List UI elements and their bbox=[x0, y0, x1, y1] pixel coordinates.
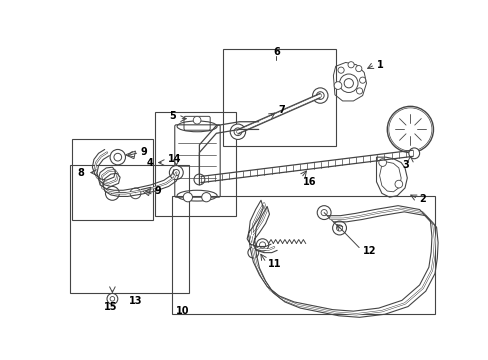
Text: 10: 10 bbox=[176, 306, 189, 316]
Circle shape bbox=[230, 124, 245, 139]
Circle shape bbox=[356, 88, 362, 94]
Circle shape bbox=[193, 116, 201, 124]
Bar bbox=[222, 49, 335, 145]
Text: 6: 6 bbox=[272, 48, 279, 58]
Bar bbox=[70, 165, 189, 293]
Circle shape bbox=[256, 239, 268, 251]
Circle shape bbox=[183, 193, 192, 202]
Text: 9: 9 bbox=[154, 186, 161, 196]
Circle shape bbox=[259, 242, 265, 248]
Circle shape bbox=[107, 293, 118, 304]
Circle shape bbox=[347, 62, 353, 68]
Text: 11: 11 bbox=[267, 259, 281, 269]
Circle shape bbox=[321, 210, 326, 216]
Circle shape bbox=[317, 206, 330, 220]
Text: 5: 5 bbox=[169, 111, 176, 121]
Bar bbox=[171, 195, 434, 314]
Text: 1: 1 bbox=[376, 60, 383, 70]
Circle shape bbox=[388, 108, 431, 151]
Circle shape bbox=[393, 112, 427, 147]
Text: 7: 7 bbox=[278, 105, 285, 115]
Text: 13: 13 bbox=[128, 296, 142, 306]
Text: 15: 15 bbox=[104, 302, 118, 311]
Circle shape bbox=[105, 186, 119, 200]
Circle shape bbox=[110, 297, 115, 301]
Text: 16: 16 bbox=[302, 177, 315, 187]
Text: 3: 3 bbox=[402, 160, 408, 170]
Circle shape bbox=[355, 66, 361, 72]
Circle shape bbox=[130, 188, 141, 199]
Circle shape bbox=[332, 221, 346, 235]
Text: 14: 14 bbox=[168, 154, 181, 164]
Circle shape bbox=[404, 123, 416, 136]
Circle shape bbox=[399, 119, 420, 140]
Circle shape bbox=[194, 174, 204, 185]
Circle shape bbox=[316, 92, 324, 99]
Text: 12: 12 bbox=[362, 246, 375, 256]
Circle shape bbox=[247, 247, 258, 258]
Circle shape bbox=[173, 170, 179, 176]
Circle shape bbox=[408, 148, 419, 159]
Circle shape bbox=[386, 106, 432, 153]
Circle shape bbox=[114, 153, 122, 161]
Circle shape bbox=[312, 88, 327, 103]
Circle shape bbox=[169, 166, 183, 180]
Bar bbox=[154, 112, 235, 216]
Bar bbox=[71, 139, 153, 220]
Circle shape bbox=[390, 110, 429, 149]
Circle shape bbox=[333, 82, 341, 89]
Circle shape bbox=[359, 77, 365, 83]
Circle shape bbox=[344, 78, 353, 88]
Circle shape bbox=[394, 180, 402, 188]
Circle shape bbox=[234, 128, 241, 136]
Circle shape bbox=[110, 149, 125, 165]
Circle shape bbox=[378, 159, 386, 166]
Circle shape bbox=[337, 67, 344, 73]
Circle shape bbox=[339, 74, 357, 93]
Text: 2: 2 bbox=[419, 194, 426, 204]
Circle shape bbox=[202, 193, 210, 202]
Circle shape bbox=[396, 116, 423, 143]
Text: 8: 8 bbox=[77, 167, 84, 177]
Text: 4: 4 bbox=[146, 158, 153, 167]
Text: 9: 9 bbox=[141, 147, 147, 157]
Circle shape bbox=[336, 225, 342, 231]
